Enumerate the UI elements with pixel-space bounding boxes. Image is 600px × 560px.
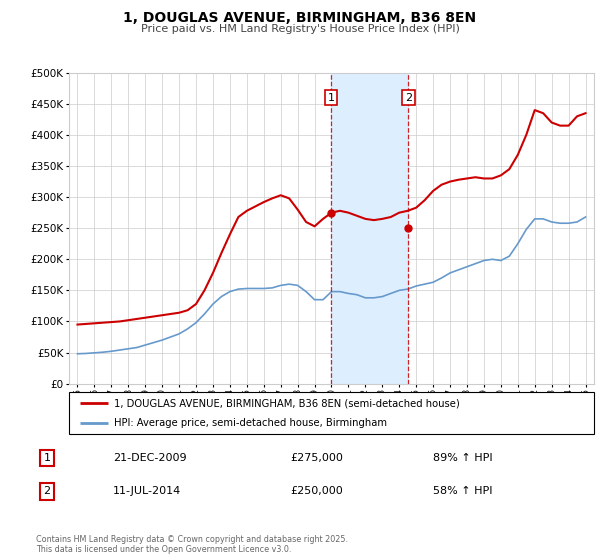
Bar (331, 73, 408, 384)
FancyBboxPatch shape (69, 392, 594, 434)
Text: 2: 2 (43, 487, 50, 496)
Text: 89% ↑ HPI: 89% ↑ HPI (433, 453, 493, 463)
Text: 21-DEC-2009: 21-DEC-2009 (113, 453, 187, 463)
Text: 1: 1 (44, 453, 50, 463)
Text: 1, DOUGLAS AVENUE, BIRMINGHAM, B36 8EN: 1, DOUGLAS AVENUE, BIRMINGHAM, B36 8EN (124, 11, 476, 25)
Text: HPI: Average price, semi-detached house, Birmingham: HPI: Average price, semi-detached house,… (113, 418, 386, 428)
Text: 1: 1 (328, 92, 334, 102)
Text: 1, DOUGLAS AVENUE, BIRMINGHAM, B36 8EN (semi-detached house): 1, DOUGLAS AVENUE, BIRMINGHAM, B36 8EN (… (113, 398, 460, 408)
Text: £250,000: £250,000 (290, 487, 343, 496)
Text: 11-JUL-2014: 11-JUL-2014 (113, 487, 182, 496)
Text: 58% ↑ HPI: 58% ↑ HPI (433, 487, 493, 496)
Text: 2: 2 (404, 92, 412, 102)
Text: £275,000: £275,000 (290, 453, 343, 463)
Text: Price paid vs. HM Land Registry's House Price Index (HPI): Price paid vs. HM Land Registry's House … (140, 24, 460, 34)
Text: Contains HM Land Registry data © Crown copyright and database right 2025.
This d: Contains HM Land Registry data © Crown c… (36, 535, 348, 554)
